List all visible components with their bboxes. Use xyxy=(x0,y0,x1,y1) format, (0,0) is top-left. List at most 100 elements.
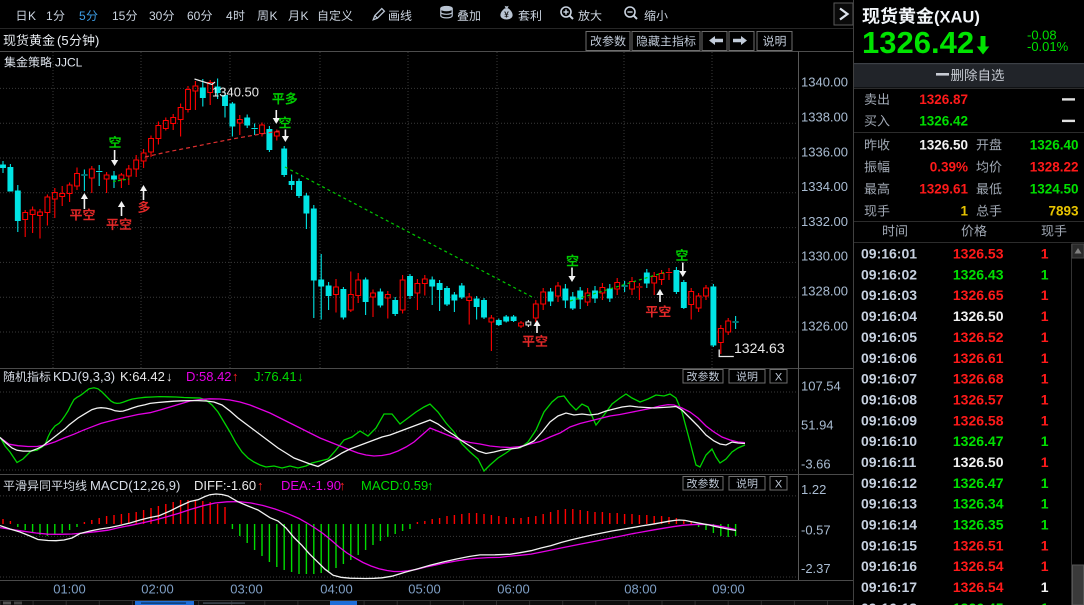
svg-text:D:58.42: D:58.42 xyxy=(186,369,232,384)
svg-text:09:16:05: 09:16:05 xyxy=(861,329,917,345)
svg-text:1324.63: 1324.63 xyxy=(734,340,785,356)
svg-text:04:00: 04:00 xyxy=(320,582,353,597)
svg-text:1: 1 xyxy=(1041,246,1049,262)
svg-text:1326.47: 1326.47 xyxy=(953,475,1004,491)
svg-text:09:16:16: 09:16:16 xyxy=(861,558,917,574)
svg-text:MACD(12,26,9): MACD(12,26,9) xyxy=(90,478,180,493)
svg-text:06:00: 06:00 xyxy=(497,582,530,597)
svg-text:-0.01%: -0.01% xyxy=(1027,39,1069,54)
svg-text:1324.50: 1324.50 xyxy=(1030,182,1079,197)
svg-text:09:16:06: 09:16:06 xyxy=(861,350,917,366)
svg-text:1: 1 xyxy=(1041,266,1049,282)
svg-text:1330.00: 1330.00 xyxy=(801,249,848,264)
svg-text:1: 1 xyxy=(1041,371,1049,387)
svg-text:01:00: 01:00 xyxy=(53,582,86,597)
svg-text:1: 1 xyxy=(1041,517,1049,533)
svg-text:K:64.42: K:64.42 xyxy=(120,369,165,384)
svg-text:09:16:07: 09:16:07 xyxy=(861,371,917,387)
svg-text:JJCL: JJCL xyxy=(55,56,83,70)
svg-text:1328.00: 1328.00 xyxy=(801,284,848,299)
svg-text:4: 4 xyxy=(226,9,233,23)
svg-text:1326.57: 1326.57 xyxy=(953,392,1004,408)
svg-text:↑: ↑ xyxy=(232,369,239,384)
svg-text:15: 15 xyxy=(112,9,126,23)
svg-text:1326.61: 1326.61 xyxy=(953,350,1004,366)
svg-text:7893: 7893 xyxy=(1048,204,1079,219)
svg-text:1: 1 xyxy=(1041,329,1049,345)
svg-text:1326.54: 1326.54 xyxy=(953,579,1004,595)
svg-text:1336.00: 1336.00 xyxy=(801,144,848,159)
svg-text:09:16:14: 09:16:14 xyxy=(861,517,917,533)
svg-text:1: 1 xyxy=(1041,392,1049,408)
svg-text:1332.00: 1332.00 xyxy=(801,214,848,229)
svg-text:02:00: 02:00 xyxy=(141,582,174,597)
svg-text:1: 1 xyxy=(1041,537,1049,553)
svg-text:1326.58: 1326.58 xyxy=(953,412,1004,428)
svg-text:-3.66: -3.66 xyxy=(801,456,831,471)
svg-text:1326.45: 1326.45 xyxy=(953,600,1004,605)
svg-text:KDJ(9,3,3): KDJ(9,3,3) xyxy=(53,369,115,384)
svg-text:1326.50: 1326.50 xyxy=(919,138,968,153)
svg-text:1: 1 xyxy=(1041,579,1049,595)
svg-text:09:16:11: 09:16:11 xyxy=(861,454,916,470)
svg-text:1326.65: 1326.65 xyxy=(953,287,1004,303)
svg-text:1326.35: 1326.35 xyxy=(953,517,1004,533)
svg-text:MACD:0.59: MACD:0.59 xyxy=(361,478,428,493)
svg-text:): ) xyxy=(95,33,99,48)
svg-text:1: 1 xyxy=(1041,412,1049,428)
svg-text:1326.43: 1326.43 xyxy=(953,266,1004,282)
svg-text:09:16:17: 09:16:17 xyxy=(861,579,917,595)
svg-text:K: K xyxy=(301,9,309,23)
svg-text:08:00: 08:00 xyxy=(624,582,657,597)
svg-text:05:00: 05:00 xyxy=(408,582,441,597)
svg-text:1338.00: 1338.00 xyxy=(801,110,848,125)
svg-text:1340.50: 1340.50 xyxy=(212,85,259,100)
svg-text:1326.34: 1326.34 xyxy=(953,496,1004,512)
svg-text:↓: ↓ xyxy=(297,369,304,384)
svg-text:1: 1 xyxy=(960,204,968,219)
svg-text:1: 1 xyxy=(1041,475,1049,491)
svg-text:09:16:15: 09:16:15 xyxy=(861,537,917,553)
svg-text:1: 1 xyxy=(1041,350,1049,366)
svg-text:1: 1 xyxy=(1041,433,1049,449)
svg-text:1: 1 xyxy=(1041,496,1049,512)
svg-text:09:00: 09:00 xyxy=(712,582,745,597)
svg-text:K: K xyxy=(28,9,36,23)
svg-text:1326.42: 1326.42 xyxy=(919,114,968,129)
svg-text:1326.54: 1326.54 xyxy=(953,558,1004,574)
svg-text:1326.42: 1326.42 xyxy=(862,25,974,60)
svg-text:1: 1 xyxy=(1041,308,1049,324)
svg-text:↓: ↓ xyxy=(166,369,173,384)
svg-text:(XAU): (XAU) xyxy=(934,9,980,27)
svg-text:09:16:08: 09:16:08 xyxy=(861,392,917,408)
svg-text:1326.68: 1326.68 xyxy=(953,371,1004,387)
svg-text:0.39%: 0.39% xyxy=(930,160,968,175)
svg-text:03:00: 03:00 xyxy=(230,582,263,597)
svg-text:09:16:03: 09:16:03 xyxy=(861,287,917,303)
svg-text:51.94: 51.94 xyxy=(801,417,834,432)
svg-text:¥: ¥ xyxy=(504,9,509,19)
svg-text:1328.22: 1328.22 xyxy=(1030,160,1079,175)
svg-text:1340.00: 1340.00 xyxy=(801,75,848,90)
svg-text:1326.50: 1326.50 xyxy=(953,454,1004,470)
svg-text:09:16:01: 09:16:01 xyxy=(861,246,917,262)
svg-text:1326.87: 1326.87 xyxy=(919,92,968,107)
svg-text:30: 30 xyxy=(149,9,163,23)
svg-text:-0.57: -0.57 xyxy=(801,523,831,538)
svg-text:09:16:02: 09:16:02 xyxy=(861,266,917,282)
svg-text:↑: ↑ xyxy=(339,478,346,493)
svg-text:1326.51: 1326.51 xyxy=(953,537,1004,553)
svg-text:(5: (5 xyxy=(57,33,69,48)
svg-text:1.22: 1.22 xyxy=(801,482,826,497)
svg-text:X: X xyxy=(775,372,783,384)
svg-text:DEA:-1.90: DEA:-1.90 xyxy=(281,478,341,493)
svg-text:1: 1 xyxy=(1041,454,1049,470)
svg-text:K: K xyxy=(270,9,278,23)
svg-text:J:76.41: J:76.41 xyxy=(254,369,297,384)
svg-text:-2.37: -2.37 xyxy=(801,561,831,576)
svg-text:-0.08: -0.08 xyxy=(1027,28,1057,43)
svg-text:1: 1 xyxy=(1041,287,1049,303)
svg-text:09:16:04: 09:16:04 xyxy=(861,308,917,324)
svg-text:1326.52: 1326.52 xyxy=(953,329,1004,345)
svg-text:1326.47: 1326.47 xyxy=(953,433,1004,449)
